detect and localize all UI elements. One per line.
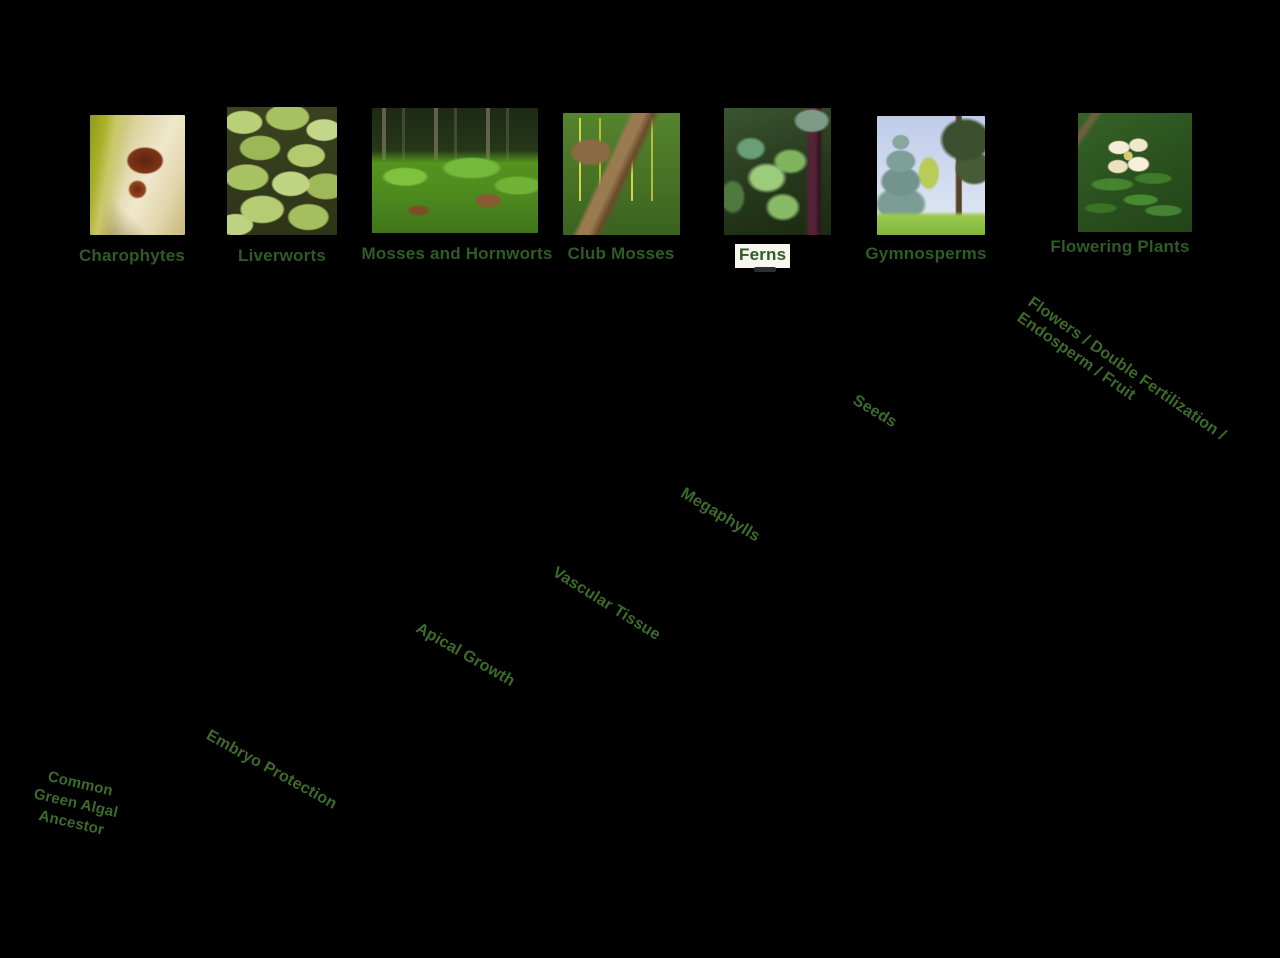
charophytes-label: Charophytes: [78, 246, 186, 265]
trait-embryo-protection-label: Embryo Protection: [203, 726, 340, 813]
trait-vascular-tissue-label: Vascular Tissue: [549, 563, 664, 644]
trait-line: Flowers / Double Fertilization /: [1024, 293, 1230, 444]
gymnosperms-photo: [877, 116, 985, 235]
trait-flowers-double-fertilization-label: Flowers / Double Fertilization / Endospe…: [1013, 293, 1229, 460]
ferns-photo: [724, 108, 831, 235]
flowering-plants-photo: [1078, 113, 1192, 232]
trait-megaphylls-label: Megaphylls: [677, 484, 763, 546]
trait-line: Endosperm / Fruit: [1013, 309, 1139, 404]
mosses-and-hornworts-label: Mosses and Hornworts: [361, 244, 553, 263]
club-mosses-photo: [563, 113, 680, 235]
charophytes-photo: [90, 115, 185, 235]
flowering-plants-label: Flowering Plants: [1050, 237, 1190, 256]
liverworts-label: Liverworts: [238, 246, 326, 265]
ferns-selection-artifact: [754, 267, 776, 272]
gymnosperms-label: Gymnosperms: [865, 244, 987, 263]
trait-seeds-label: Seeds: [849, 391, 900, 432]
ferns-label-highlighted: Ferns: [735, 244, 791, 268]
common-green-algal-ancestor-label: Common Green Algal Ancestor: [15, 762, 137, 845]
club-mosses-label: Club Mosses: [567, 244, 675, 263]
mosses-and-hornworts-photo: [372, 108, 538, 233]
liverworts-photo: [227, 107, 337, 235]
trait-apical-growth-label: Apical Growth: [413, 619, 518, 691]
